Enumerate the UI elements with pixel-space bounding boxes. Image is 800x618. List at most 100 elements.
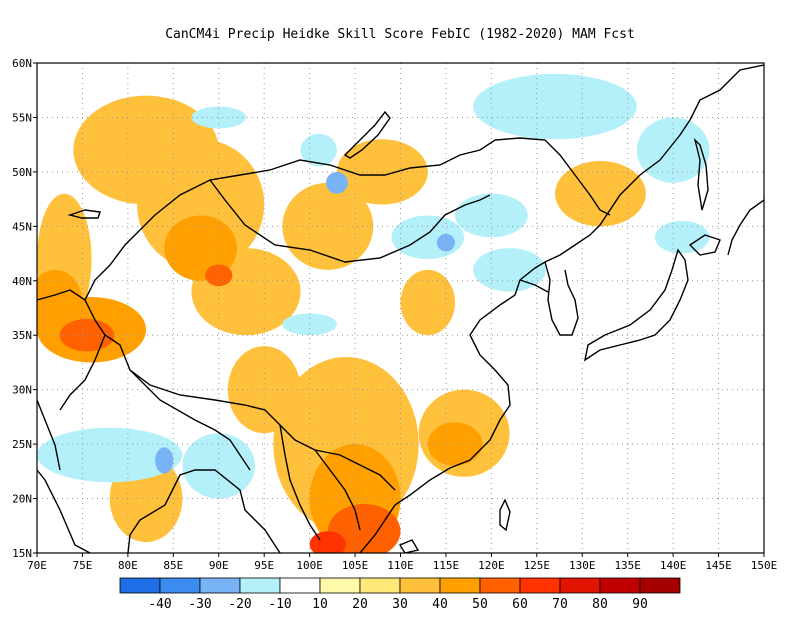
skill-region-23 xyxy=(473,73,637,140)
colorbar-swatch xyxy=(399,577,441,594)
tick-label-lon: 85E xyxy=(163,559,183,572)
colorbar-swatch xyxy=(319,577,361,594)
colorbar-swatch xyxy=(639,577,681,594)
tick-label-lat: 40N xyxy=(12,275,32,288)
skill-region-18 xyxy=(327,504,401,553)
colorbar-swatch xyxy=(239,577,281,594)
coastline-hainan xyxy=(398,539,420,553)
gridlines xyxy=(37,63,764,553)
coastline-japan xyxy=(583,248,689,362)
tick-label-lon: 125E xyxy=(524,559,551,572)
skill-region-10 xyxy=(227,346,301,434)
colorbar-label: -10 xyxy=(268,597,291,612)
tick-label-lat: 30N xyxy=(12,384,32,397)
skill-region-25 xyxy=(455,193,528,238)
skill-region-27 xyxy=(282,313,337,336)
skill-region-13 xyxy=(164,215,237,281)
colorbar-swatch xyxy=(439,577,481,594)
colorbar-swatch xyxy=(159,577,201,594)
axis-ticks: 70E 75E 80E 85E 90E 95E 100E 105E 110E 115E 120E 12… xyxy=(12,57,777,572)
tick-label-lon: 80E xyxy=(118,559,138,572)
tick-label-lon: 110E xyxy=(387,559,414,572)
colorbar-swatch xyxy=(519,577,561,594)
coastline-india-west xyxy=(37,399,61,471)
coastline-hokkaido xyxy=(688,234,721,256)
colorbar-label: 70 xyxy=(552,597,568,612)
colorbar-label: 30 xyxy=(392,597,408,612)
tick-label-lat: 60N xyxy=(12,57,32,70)
skill-region-32 xyxy=(325,171,348,194)
skill-region-34 xyxy=(155,447,174,474)
skill-region-30 xyxy=(191,106,247,129)
skill-region-15 xyxy=(427,422,483,466)
tick-label-lon: 145E xyxy=(705,559,732,572)
tick-label-lat: 25N xyxy=(12,438,32,451)
coastline-mainland xyxy=(37,64,764,553)
coastline-taiwan xyxy=(499,498,511,532)
colorbar-swatch xyxy=(479,577,521,594)
shading-layer xyxy=(37,73,710,553)
coastline-kamchatka xyxy=(727,199,764,256)
border-korea xyxy=(519,279,549,293)
tick-label-lon: 105E xyxy=(342,559,369,572)
tick-label-lon: 140E xyxy=(660,559,687,572)
coastline-korea xyxy=(544,261,579,336)
lake-baikal xyxy=(343,110,391,159)
skill-region-26 xyxy=(391,215,465,259)
border-china-mongolia xyxy=(209,179,491,263)
tick-label-lat: 45N xyxy=(12,220,32,233)
colorbar-label: 90 xyxy=(632,597,648,612)
tick-label-lat: 50N xyxy=(12,166,32,179)
colorbar-label: -40 xyxy=(148,597,171,612)
tick-label-lon: 135E xyxy=(614,559,641,572)
skill-region-17 xyxy=(59,318,115,352)
skill-region-16 xyxy=(37,269,83,336)
tick-label-lat: 35N xyxy=(12,329,32,342)
tick-label-lon: 150E xyxy=(751,559,778,572)
tick-label-lon: 130E xyxy=(569,559,596,572)
border-china-west xyxy=(84,214,396,491)
tick-label-lon: 100E xyxy=(296,559,323,572)
border-china-mongolia-north xyxy=(154,137,611,216)
map-title: CanCM4i Precip Heidke Skill Score FebIC … xyxy=(165,27,635,42)
colorbar-label: 50 xyxy=(472,597,488,612)
colorbar-swatch xyxy=(279,577,321,594)
colorbar-swatch xyxy=(199,577,241,594)
skill-region-9 xyxy=(554,161,646,227)
skill-region-29 xyxy=(654,220,710,254)
tick-label-lon: 70E xyxy=(27,559,47,572)
border-south-asia xyxy=(37,289,251,471)
lake-balkhash xyxy=(67,209,101,219)
country-borders xyxy=(37,137,611,541)
colorbar-label: 40 xyxy=(432,597,448,612)
skill-region-21 xyxy=(37,427,183,483)
tick-label-lat: 20N xyxy=(12,493,32,506)
colorbar-label: -20 xyxy=(228,597,251,612)
border-myanmar-thailand xyxy=(279,424,361,541)
colorbar-swatch xyxy=(559,577,601,594)
skill-region-2 xyxy=(73,95,219,205)
colorbar-label: 20 xyxy=(352,597,368,612)
tick-label-lon: 115E xyxy=(433,559,460,572)
colorbar-swatch xyxy=(599,577,641,594)
colorbar-swatch xyxy=(359,577,401,594)
colorbar-label: 80 xyxy=(592,597,608,612)
coastline-sakhalin xyxy=(693,137,709,211)
tick-label-lat: 55N xyxy=(12,111,32,124)
colorbar-label: -30 xyxy=(188,597,211,612)
colorbar-label: 60 xyxy=(512,597,528,612)
skill-region-11 xyxy=(400,269,456,336)
tick-label-lon: 90E xyxy=(209,559,229,572)
skill-region-33 xyxy=(436,233,456,252)
colorbar-swatch xyxy=(119,577,161,594)
skill-region-24 xyxy=(636,117,710,183)
colorbar: -40 -30 -20 -10 10 20 30 40 50 60 70 80 90 xyxy=(119,577,681,612)
tick-label-lon: 95E xyxy=(254,559,274,572)
skill-region-19 xyxy=(205,264,233,287)
skill-region-20 xyxy=(309,531,346,553)
colorbar-label: 10 xyxy=(312,597,328,612)
tick-label-lat: 15N xyxy=(12,547,32,560)
coastlines xyxy=(37,64,764,553)
tick-label-lon: 120E xyxy=(478,559,505,572)
